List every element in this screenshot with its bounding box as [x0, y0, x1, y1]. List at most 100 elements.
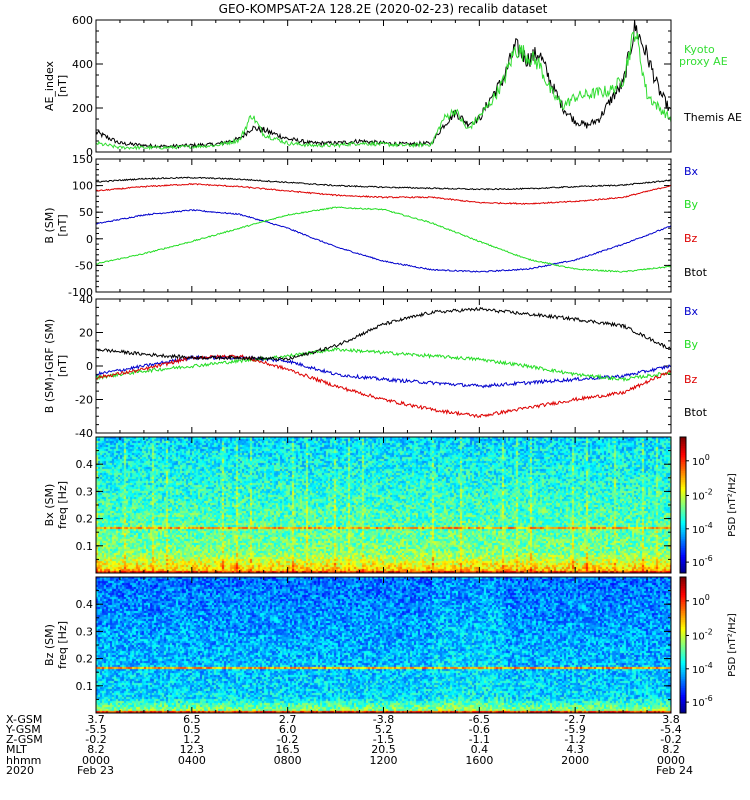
colorbar-cell: [680, 597, 686, 601]
xaxis-cell: 1200: [370, 754, 398, 767]
xaxis-row-label: 2020: [6, 764, 34, 777]
b-ylabel-0: B (SM): [43, 207, 56, 243]
colorbar-cell: [680, 505, 686, 508]
colorbar-cell: [680, 697, 686, 700]
panel-ae: 0 200 400 600 AE_index [nT]: [43, 14, 672, 159]
colorbar-cell: [680, 667, 686, 671]
colorbar-cell: [680, 604, 686, 607]
xaxis-cell: -1.2: [564, 733, 585, 746]
colorbar-cell: [680, 486, 686, 490]
colorbar-frame: [679, 576, 687, 714]
colorbar-cell: [680, 509, 686, 513]
xaxis-cell: 0.5: [183, 723, 201, 736]
y-tick-label: 0.2: [76, 653, 94, 666]
legend-btot: Btot: [684, 406, 708, 419]
colorbar-cell: [680, 439, 686, 443]
colorbar-cell: [680, 579, 686, 583]
legend-bx: Bx: [684, 305, 699, 318]
colorbar-cell: [680, 511, 686, 515]
colorbar-cell: [680, 525, 686, 529]
colorbar-cell: [680, 475, 686, 479]
colorbar-cell: [680, 457, 686, 461]
colorbar-cell: [680, 674, 686, 678]
colorbar-cell: [680, 611, 686, 614]
xaxis-row-label: X-GSM: [6, 713, 42, 726]
xaxis-cell: 3.7: [87, 713, 105, 726]
y-tick-label: -20: [75, 394, 93, 407]
y-tick-label: 20: [79, 327, 93, 340]
ae-ylabel-1: [nT]: [56, 75, 69, 97]
xaxis-cell: 0800: [274, 754, 302, 767]
xaxis-cell: 3.8: [662, 713, 680, 726]
colorbar-cell: [680, 480, 686, 483]
legend-bz: Bz: [684, 232, 698, 245]
colorbar-cell: [680, 595, 686, 598]
xaxis-cell: -1.1: [469, 733, 490, 746]
legend-by: By: [684, 338, 699, 351]
xaxis-cell: 20.5: [371, 743, 396, 756]
y-tick-label: 0: [86, 233, 93, 246]
y-tick-label: 0.1: [76, 680, 94, 693]
colorbar-cell: [680, 654, 686, 657]
colorbar-tick-label: 10-6: [692, 694, 713, 709]
panel-dbb: -40 -20 0 20 40 B (SM)-IGRF (SM) [nT]: [43, 293, 672, 440]
colorbar-cell: [680, 500, 686, 504]
xaxis-cell: Feb 23: [77, 764, 114, 777]
legend-themis-ae: Themis AE: [683, 111, 742, 124]
legend-btot: Btot: [684, 266, 708, 279]
series-btot: [96, 306, 671, 362]
xaxis-row-label: hhmm: [6, 754, 41, 767]
colorbar-cell: [680, 581, 686, 585]
legend-by: By: [684, 198, 699, 211]
colorbar-cell: [680, 566, 686, 569]
series-bz: [96, 182, 671, 205]
colorbar-cell: [680, 703, 686, 707]
colorbar-cell: [680, 690, 686, 694]
spectrogram-bx_spec: [96, 437, 671, 573]
xaxis-cell: 8.2: [87, 743, 105, 756]
bx_spec-ylabel-1: freq [Hz]: [56, 481, 69, 529]
colorbar-cell: [680, 459, 686, 463]
colorbar-cell: [680, 541, 686, 545]
colorbar-cell: [680, 642, 686, 646]
colorbar-cell: [680, 665, 686, 669]
colorbar-cell: [680, 523, 686, 526]
colorbar-cell: [680, 592, 686, 596]
colorbar-cell: [680, 685, 686, 689]
colorbar-cell: [680, 647, 686, 651]
colorbar-cell: [680, 443, 686, 447]
xaxis-cell: 12.3: [180, 743, 205, 756]
colorbar-cell: [680, 561, 686, 565]
colorbar-cell: [680, 563, 686, 567]
colorbar-cell: [680, 437, 686, 440]
xaxis-cell: -0.2: [660, 733, 681, 746]
y-tick-label: 100: [72, 180, 93, 193]
chart-title: GEO-KOMPSAT-2A 128.2E (2020-02-23) recal…: [219, 2, 548, 16]
colorbar-cell: [680, 441, 686, 445]
xaxis-cell: -2.7: [564, 713, 585, 726]
colorbar-cell: [680, 577, 686, 580]
b_legend: Bx By Bz Btot: [684, 165, 708, 279]
panel-bz_spec: 0.10.20.30.4Bz (SM)freq [Hz]Bz (SM) freq…: [43, 576, 738, 714]
colorbar-cell: [680, 518, 686, 522]
panel-frame-0: [95, 19, 672, 153]
colorbar-cell: [680, 601, 686, 605]
xaxis-cell: 0400: [178, 754, 206, 767]
colorbar-cell: [680, 545, 686, 549]
colorbar-cell: [680, 455, 686, 458]
dbb-ylabel-0: B (SM)-IGRF (SM): [43, 319, 56, 413]
colorbar-cell: [680, 624, 686, 628]
colorbar-cell: [680, 498, 686, 501]
xaxis-cell: Feb 24: [656, 764, 693, 777]
colorbar-cell: [680, 514, 686, 517]
xaxis-cell: 0000: [657, 754, 685, 767]
colorbar-cell: [680, 588, 686, 592]
colorbar-cell: [680, 645, 686, 648]
xaxis-cell: 2.7: [279, 713, 297, 726]
colorbar-tick-label: 10-2: [692, 627, 713, 642]
y-tick-label: 0.3: [76, 625, 94, 638]
colorbar-cell: [680, 701, 686, 705]
colorbar-cell: [680, 557, 686, 560]
y-tick-label: 0.4: [76, 598, 94, 611]
